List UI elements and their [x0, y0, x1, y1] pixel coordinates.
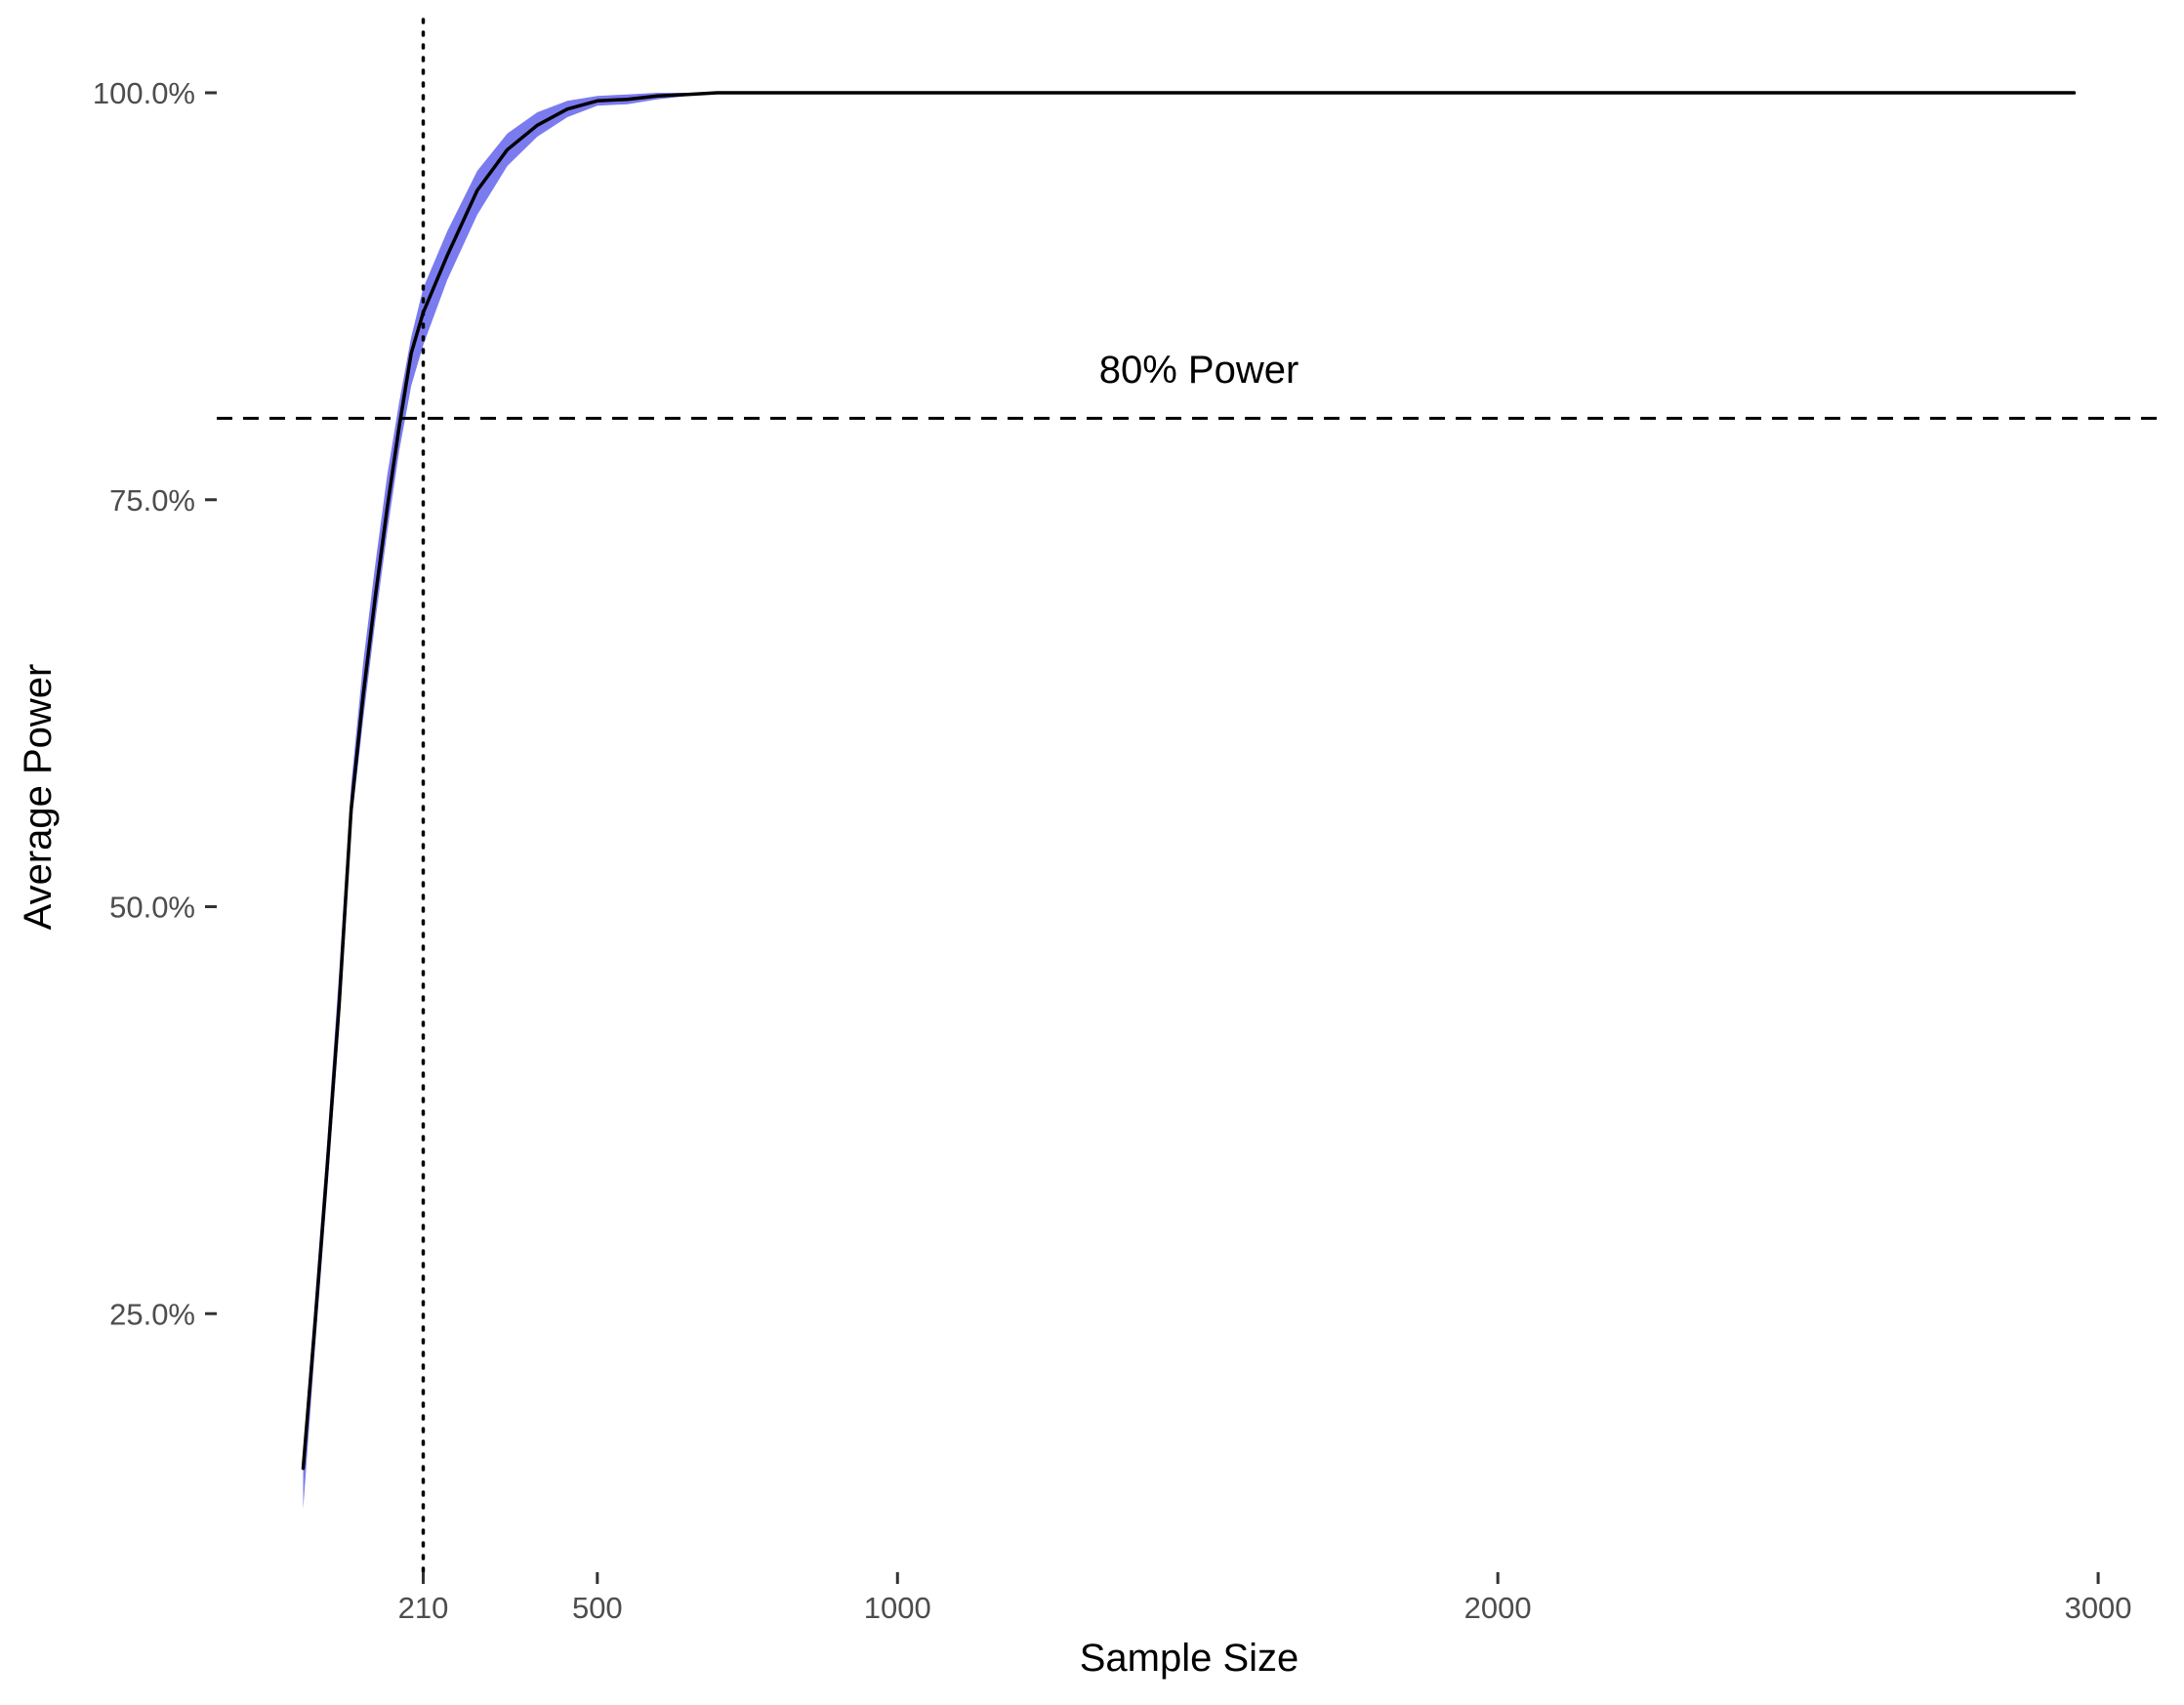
data-point [338, 1003, 341, 1006]
data-point [422, 311, 425, 314]
power-line-layer [301, 91, 2077, 1471]
data-point [350, 808, 352, 811]
x-tick-label: 2000 [1464, 1591, 1532, 1625]
data-point [1796, 91, 1799, 95]
data-point [656, 95, 659, 98]
data-point [445, 254, 449, 257]
y-tick-label: 50.0% [109, 891, 195, 925]
data-point [302, 1467, 305, 1470]
data-point [596, 100, 598, 103]
confidence-band-layer [303, 93, 2075, 1510]
y-axis-title: Average Power [17, 664, 60, 931]
power-curve-line [301, 91, 2077, 1471]
x-tick-label: 1000 [864, 1591, 931, 1625]
x-axis: 210 500 1000 2000 3000 [398, 1572, 2132, 1625]
data-point [386, 506, 389, 510]
data-point [1196, 91, 1199, 95]
x-tick-label: 210 [398, 1591, 449, 1625]
data-point [2073, 91, 2076, 95]
data-point [896, 91, 899, 95]
y-tick-label: 25.0% [109, 1297, 195, 1331]
data-point [410, 352, 413, 354]
data-point [716, 91, 719, 95]
data-point [776, 91, 779, 95]
data-point [475, 188, 478, 192]
data-point [325, 1166, 329, 1169]
data-point [397, 425, 401, 428]
data-point [374, 596, 377, 599]
data-point [361, 693, 365, 696]
x-axis-title: Sample Size [1080, 1637, 1299, 1680]
confidence-band [303, 93, 2075, 1510]
data-point [685, 93, 689, 96]
y-tick-label: 100.0% [93, 76, 195, 110]
y-tick-label: 75.0% [109, 483, 195, 518]
data-point [506, 148, 509, 151]
data-point [626, 98, 629, 101]
data-point [313, 1320, 316, 1323]
data-point [536, 124, 539, 127]
x-tick-label: 3000 [2065, 1591, 2132, 1625]
power-threshold-annotation: 80% Power [1099, 349, 1299, 392]
data-point [1497, 91, 1500, 95]
y-axis: 25.0% 50.0% 75.0% 100.0% [93, 76, 217, 1331]
reference-line-layer [217, 18, 2167, 1574]
data-point [565, 107, 569, 110]
x-tick-label: 500 [572, 1591, 623, 1625]
